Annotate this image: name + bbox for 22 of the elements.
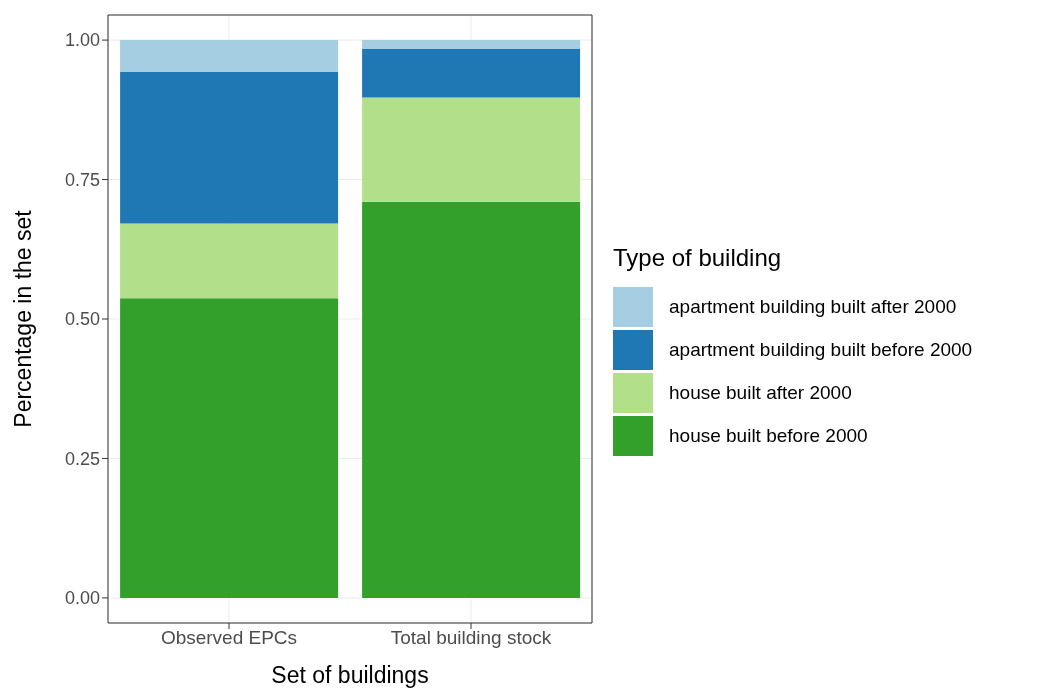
legend-title: Type of building (613, 243, 783, 272)
y-tick-label: 1.00 (64, 30, 100, 51)
y-tick-label: 0.75 (64, 169, 100, 190)
bar (120, 223, 339, 299)
x-axis-title: Set of buildings (271, 662, 429, 688)
bar (120, 71, 339, 224)
bar (120, 40, 339, 72)
y-tick-label: 0.00 (64, 588, 100, 609)
bar (362, 201, 581, 598)
y-tick-label: 0.50 (64, 309, 100, 330)
y-axis-title: Percentage in the set (10, 209, 37, 428)
y-tick-label: 0.25 (64, 448, 100, 469)
legend-label: house built after 2000 (669, 382, 852, 404)
bar (362, 97, 581, 202)
legend-label: apartment building built before 2000 (669, 339, 973, 361)
x-tick-label: Observed EPCs (160, 627, 298, 649)
bar (120, 298, 339, 598)
legend-label: apartment building built after 2000 (669, 296, 957, 318)
bar (362, 40, 581, 50)
bar (362, 49, 581, 98)
legend-label: house built before 2000 (669, 425, 868, 447)
x-tick-label: Total building stock (390, 627, 552, 649)
